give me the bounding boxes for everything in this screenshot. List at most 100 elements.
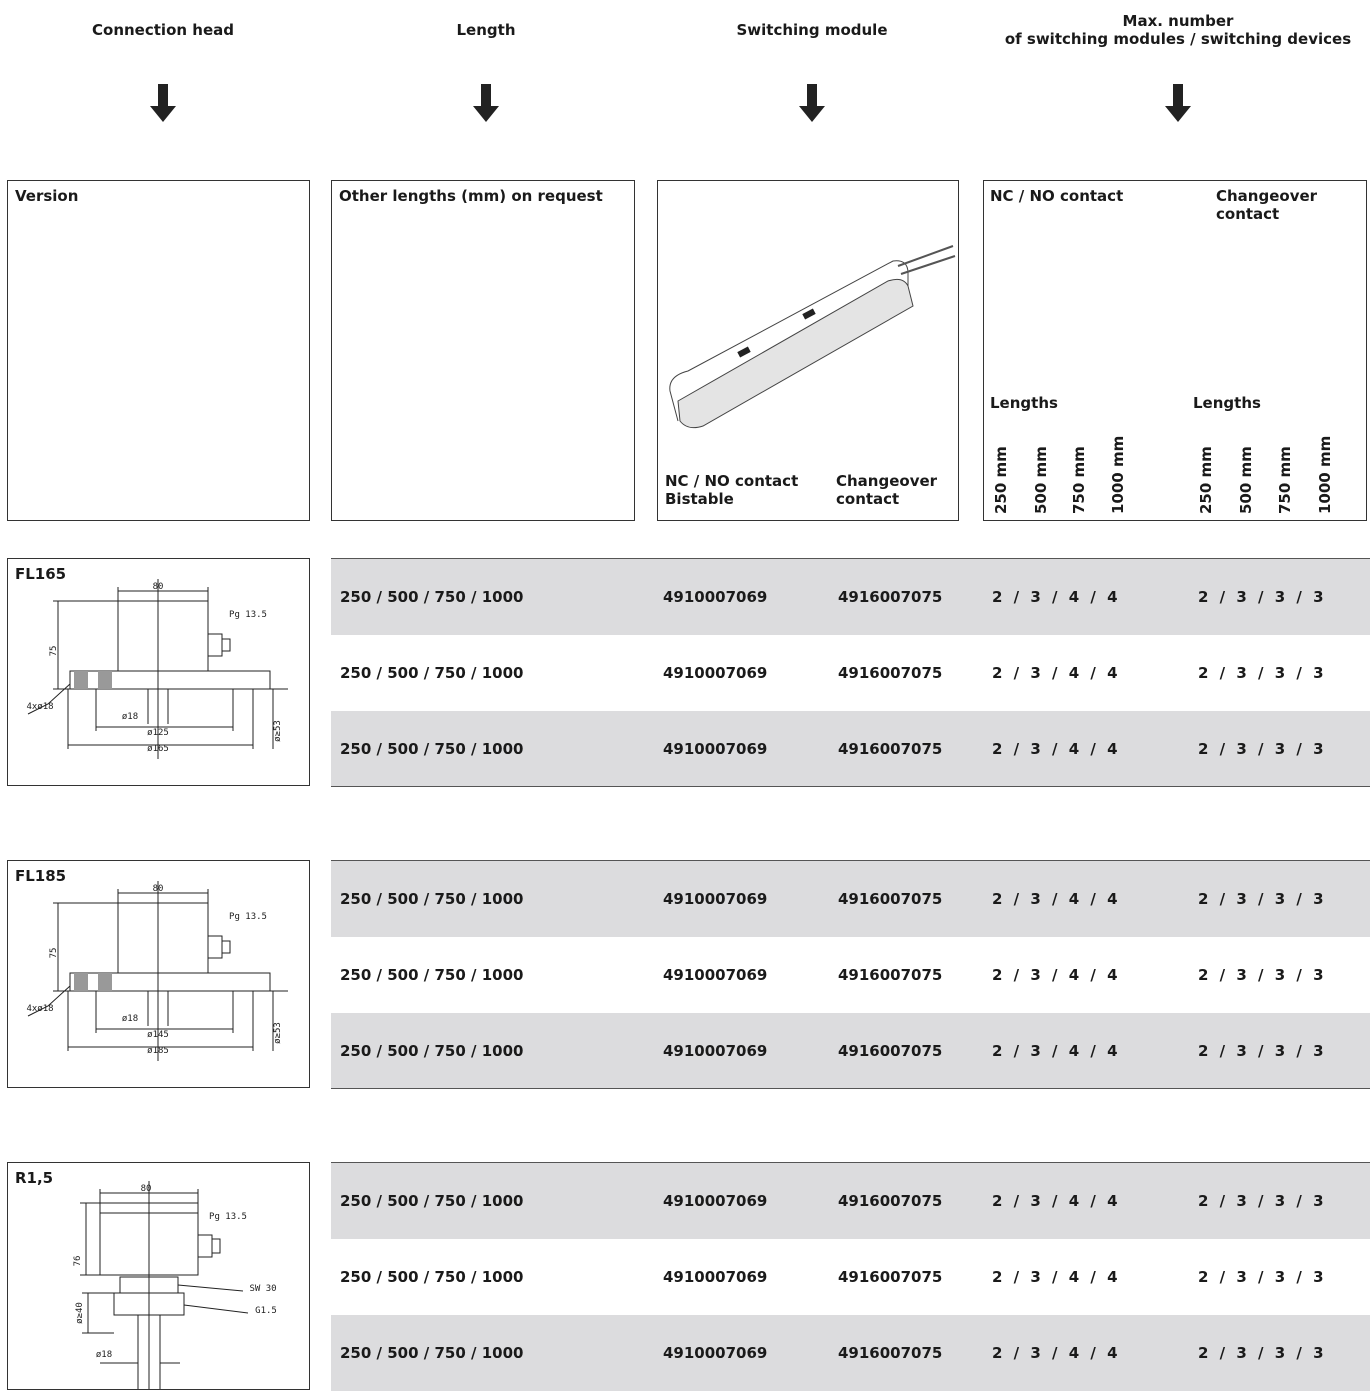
module-column-label: Changeover <box>836 472 938 490</box>
part-number: 4910007069 <box>663 1268 768 1286</box>
device-count: 2 / 3 / 3 / 3 <box>1198 1042 1324 1060</box>
device-count: 2 / 3 / 3 / 3 <box>1198 1344 1324 1362</box>
table-row: 250 / 500 / 750 / 1000 4910007069 49160070… <box>331 635 1370 711</box>
housing <box>117 600 209 672</box>
technical-drawing: 80 Pg 13.5 76 SW 30 G1.5 ø≥40 ø18 <box>73 1181 277 1389</box>
dimension-label: ø165 <box>147 744 169 754</box>
version-name: R1,5 <box>15 1169 54 1187</box>
length-cell: 250 / 500 / 750 / 1000 <box>340 1344 524 1362</box>
drawing-box: FL185 80 Pg 13.5 75 4xø18 ø18 ø145 ø185 ø≥53 <box>7 860 310 1088</box>
cables <box>897 245 956 275</box>
hatch <box>74 973 88 991</box>
length-cell: 250 / 500 / 750 / 1000 <box>340 588 524 606</box>
marking <box>737 346 751 358</box>
part-number: 4910007069 <box>663 588 768 606</box>
drawing-line <box>53 902 118 992</box>
length-box: Other lengths (mm) on request <box>331 180 635 521</box>
flange <box>69 670 271 690</box>
dimension-label: 80 <box>141 1184 152 1194</box>
group-rule <box>331 860 1370 861</box>
table-row: 250 / 500 / 750 / 1000 4910007069 49160070… <box>331 937 1370 1013</box>
group-rule <box>331 1088 1370 1089</box>
device-count: 2 / 3 / 4 / 4 <box>992 1344 1118 1362</box>
technical-drawing: 80 Pg 13.5 75 4xø18 ø18 ø145 ø185 ø≥53 <box>26 881 288 1061</box>
device-count: 2 / 3 / 3 / 3 <box>1198 588 1324 606</box>
part-number: 4916007075 <box>838 890 943 908</box>
dimension-label: 75 <box>49 646 59 657</box>
part-number: 4916007075 <box>838 966 943 984</box>
drawing-line <box>208 633 231 657</box>
device-count: 2 / 3 / 3 / 3 <box>1198 1192 1324 1210</box>
drawing-line <box>147 579 169 759</box>
device-count: 2 / 3 / 3 / 3 <box>1198 740 1324 758</box>
device-count: 2 / 3 / 3 / 3 <box>1198 664 1324 682</box>
column-heading: Max. number <box>1122 12 1234 30</box>
switching-module-box: NC / NO contact Bistable Changeover contact <box>657 180 959 521</box>
dimension-label: Pg 13.5 <box>229 610 267 620</box>
down-arrow <box>1165 84 1191 122</box>
arrow-shape <box>150 84 176 122</box>
device-count: 2 / 3 / 4 / 4 <box>992 588 1118 606</box>
drawing-line <box>137 1181 161 1389</box>
arrow-shape <box>473 84 499 122</box>
part-number: 4916007075 <box>838 740 943 758</box>
module-column-label: contact <box>836 490 900 508</box>
part-number: 4910007069 <box>663 1344 768 1362</box>
device-count: 2 / 3 / 4 / 4 <box>992 1268 1118 1286</box>
length-label: 500 mm <box>1237 446 1255 514</box>
dimension-label: ø185 <box>147 1046 169 1056</box>
dimension-label: ø145 <box>147 1030 169 1040</box>
version-box: Version <box>7 180 310 521</box>
drawing-line <box>80 1202 114 1334</box>
device-count: 2 / 3 / 4 / 4 <box>992 740 1118 758</box>
length-label: 1000 mm <box>1316 435 1334 514</box>
part-number: 4910007069 <box>663 1192 768 1210</box>
column-heading: Length <box>456 21 516 39</box>
drawing-line <box>27 683 71 715</box>
drawing-line <box>100 1212 221 1258</box>
group-rule <box>331 1162 1370 1163</box>
device-count: 2 / 3 / 4 / 4 <box>992 966 1118 984</box>
length-cell: 250 / 500 / 750 / 1000 <box>340 740 524 758</box>
table-row: 250 / 500 / 750 / 1000 4910007069 49160070… <box>331 559 1370 635</box>
dimension-label: Pg 13.5 <box>229 912 267 922</box>
dimension-label: ø≥53 <box>273 1022 283 1044</box>
device-count: 2 / 3 / 4 / 4 <box>992 664 1118 682</box>
device-count: 2 / 3 / 4 / 4 <box>992 890 1118 908</box>
max-number-box: NC / NO contact Lengths 250 mm 500 mm 750 mm… <box>983 180 1367 521</box>
part-number: 4916007075 <box>838 1344 943 1362</box>
dimension-label: 76 <box>73 1256 83 1267</box>
table-row: 250 / 500 / 750 / 1000 4910007069 49160070… <box>331 711 1370 787</box>
part-number: 4916007075 <box>838 1042 943 1060</box>
dimension-label: G1.5 <box>255 1306 277 1316</box>
drawing-line <box>67 689 254 749</box>
arrow-shape <box>1165 84 1191 122</box>
dimension-label: ø125 <box>147 728 169 738</box>
drawing-box: FL165 80 Pg 13.5 75 4xø18 ø18 ø125 ø165 ø≥53 <box>7 558 310 786</box>
hatch <box>74 671 88 689</box>
table-row: 250 / 500 / 750 / 1000 4910007069 49160070… <box>331 861 1370 937</box>
table-row: 250 / 500 / 750 / 1000 4910007069 49160070… <box>331 1239 1370 1315</box>
drawing-line <box>67 991 254 1051</box>
drawing-box: R1,5 80 Pg 13.5 76 SW 30 G1.5 ø≥40 ø18 <box>7 1162 310 1390</box>
contact-type: NC / NO contact <box>990 187 1124 205</box>
drawing-line <box>27 985 71 1017</box>
dimension-label: 80 <box>153 884 164 894</box>
lengths-label: Lengths <box>990 394 1058 412</box>
down-arrow <box>799 84 825 122</box>
part-number: 4916007075 <box>838 664 943 682</box>
device-count: 2 / 3 / 3 / 3 <box>1198 1268 1324 1286</box>
housing <box>117 902 209 974</box>
column-heading: Switching module <box>736 21 888 39</box>
table-row: 250 / 500 / 750 / 1000 4910007069 49160070… <box>331 1163 1370 1239</box>
switching-module-image <box>669 245 956 429</box>
group-rule <box>331 558 1370 559</box>
drawing-line <box>263 990 288 1051</box>
drawing-line <box>177 1284 249 1314</box>
dimension-label: ø18 <box>122 712 138 722</box>
version-name: FL185 <box>15 867 67 885</box>
arrow-shape <box>799 84 825 122</box>
dimension-label: 75 <box>49 948 59 959</box>
contact-type: contact <box>1216 205 1280 223</box>
dimension-label: ø≥40 <box>75 1302 85 1324</box>
